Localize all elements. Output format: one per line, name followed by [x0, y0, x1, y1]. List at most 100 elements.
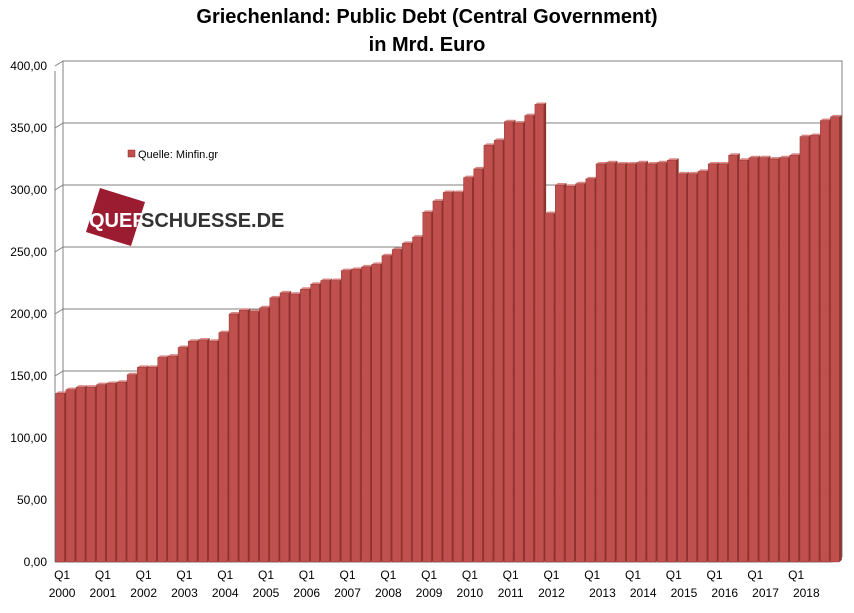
- bar: [391, 249, 402, 563]
- y-tick-label: 50,00: [17, 493, 47, 507]
- bar-top: [279, 290, 292, 293]
- bar-top: [504, 119, 516, 122]
- x-tick-year: 2003: [171, 586, 198, 600]
- bar-top: [381, 253, 394, 256]
- bar: [595, 163, 606, 563]
- bar-top: [575, 181, 587, 184]
- x-tick-year: 2000: [49, 586, 76, 600]
- bar-top: [636, 160, 649, 163]
- logo-square: [86, 188, 145, 246]
- x-tick-quarter: Q1: [217, 568, 233, 582]
- bar: [453, 192, 463, 563]
- bar: [585, 178, 595, 563]
- bar-top: [422, 210, 434, 213]
- x-tick-quarter: Q1: [54, 568, 70, 582]
- bar: [616, 163, 626, 563]
- bar-top: [453, 190, 465, 193]
- bar-top: [738, 158, 751, 161]
- bar-top: [534, 102, 547, 105]
- bar: [504, 121, 514, 563]
- gridline-depth: [54, 184, 64, 191]
- bar: [65, 389, 75, 563]
- bar-top: [473, 166, 485, 169]
- legend: Quelle: Minfin.gr: [127, 149, 218, 161]
- bar: [340, 270, 351, 563]
- bar: [483, 145, 493, 563]
- bar-top: [463, 175, 475, 178]
- x-tick-year: 2012: [538, 586, 565, 600]
- x-tick-year: 2008: [375, 586, 402, 600]
- bar: [279, 292, 289, 563]
- x-tick-quarter: Q1: [95, 568, 111, 582]
- bar-top: [748, 155, 761, 158]
- bar: [758, 157, 769, 563]
- bar-top: [208, 339, 220, 342]
- bar: [820, 120, 830, 563]
- bar-top: [820, 118, 832, 121]
- x-tick-year: 2004: [212, 586, 239, 600]
- x-tick-year: 2017: [752, 586, 779, 600]
- bar-top: [708, 161, 720, 164]
- bar: [198, 339, 208, 563]
- bar-top: [524, 113, 536, 116]
- y-tick-label: 100,00: [10, 431, 47, 445]
- gridline-depth: [54, 370, 64, 377]
- bar-top: [371, 262, 384, 265]
- bar-top: [137, 365, 149, 368]
- bar-top: [728, 153, 740, 156]
- bar: [300, 289, 310, 563]
- bar: [361, 266, 371, 563]
- y-tick-label: 0,00: [24, 555, 48, 569]
- bar: [208, 341, 218, 563]
- bar-top: [116, 380, 129, 383]
- bar: [718, 163, 728, 563]
- x-tick-quarter: Q1: [136, 568, 152, 582]
- bar-top: [300, 287, 312, 290]
- bar: [565, 186, 575, 563]
- bar: [188, 341, 198, 563]
- bar: [310, 284, 320, 563]
- bar: [432, 200, 442, 563]
- bar: [402, 243, 412, 563]
- x-tick-year: 2010: [457, 586, 484, 600]
- bar: [555, 184, 565, 563]
- bar-side: [839, 114, 842, 562]
- bar-top: [789, 153, 802, 156]
- x-tick-quarter: Q1: [176, 568, 192, 582]
- x-tick-quarter: Q1: [380, 568, 396, 582]
- bar: [687, 173, 697, 563]
- bar: [289, 293, 300, 563]
- bar-top: [769, 157, 781, 159]
- x-tick-year: 2009: [416, 586, 443, 600]
- x-tick-quarter: Q1: [299, 568, 315, 582]
- bar: [167, 355, 177, 563]
- x-tick-year: 2014: [630, 586, 657, 600]
- bar: [606, 162, 616, 563]
- bar-top: [514, 121, 526, 124]
- x-tick-year: 2015: [671, 586, 698, 600]
- bar: [707, 163, 718, 563]
- bar: [799, 136, 809, 563]
- bar-top: [361, 264, 373, 267]
- bar: [473, 168, 483, 563]
- bar-top: [392, 247, 404, 250]
- bar: [789, 155, 799, 563]
- bar-top: [432, 199, 445, 202]
- bar-top: [198, 338, 210, 341]
- chart-subtitle: in Mrd. Euro: [368, 34, 486, 56]
- x-tick-year: 2018: [793, 586, 820, 600]
- bar-top: [188, 339, 200, 342]
- bar-top: [555, 183, 567, 186]
- bar: [259, 307, 269, 563]
- bar-top: [687, 171, 700, 174]
- bar: [371, 264, 381, 563]
- bar-top: [779, 155, 791, 158]
- bar-top: [239, 308, 251, 311]
- bar: [269, 297, 279, 563]
- bar: [351, 269, 361, 563]
- x-tick-year: 2005: [253, 586, 280, 600]
- bar: [422, 212, 432, 563]
- bar-top: [585, 176, 598, 179]
- bar-top: [106, 381, 118, 384]
- y-tick-label: 400,00: [10, 59, 47, 73]
